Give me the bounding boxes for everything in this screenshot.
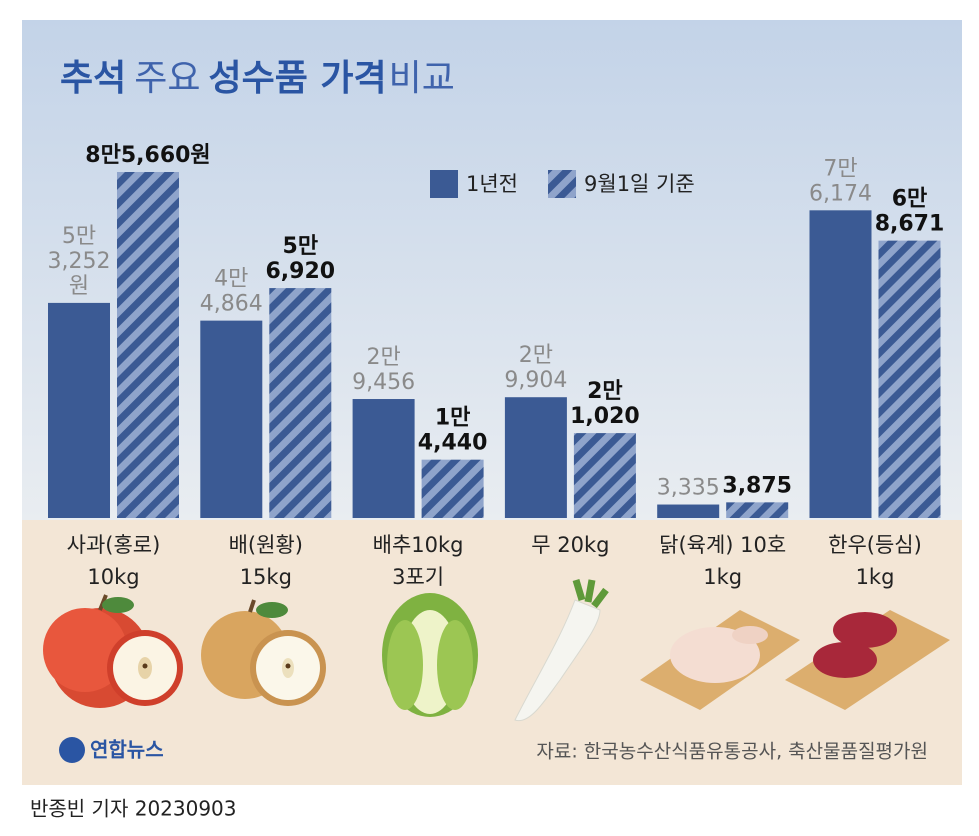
value-label-line: 1만: [435, 406, 471, 431]
x-tick-label-line: 한우(등심): [828, 533, 922, 557]
value-label: 1만 4,440: [418, 406, 488, 456]
value-label-line: 3,875: [722, 473, 792, 498]
value-label: 5만 6,920: [266, 234, 336, 284]
legend: 1년전 9월1일 기준: [430, 170, 695, 198]
beef-illustration: [785, 610, 950, 710]
value-label-line: 4,864: [200, 292, 263, 317]
x-tick-label-line: 닭(육계) 10호: [659, 533, 786, 557]
title-part: 추석: [60, 58, 126, 99]
x-tick-label-line: 사과(홍로): [67, 533, 161, 557]
x-tick-label: 배(원황) 15kg: [229, 533, 303, 589]
value-label-line: 원: [69, 274, 89, 299]
value-label: 2만 1,020: [570, 379, 640, 429]
title-part: 성수품 가격: [209, 58, 387, 99]
x-tick-label-line: 10kg: [87, 565, 139, 589]
chart-title: 추석 주요 성수품 가격비교: [60, 58, 455, 99]
legend-label: 1년전: [466, 172, 518, 196]
logo-text: 연합뉴스: [90, 738, 164, 762]
x-tick-label-line: 15kg: [240, 565, 292, 589]
value-label-line: 5만: [62, 224, 96, 249]
x-tick-label-line: 배(원황): [229, 533, 303, 557]
value-label: 7만 6,174: [809, 156, 872, 206]
bar: [200, 320, 263, 518]
value-label: 4만 4,864: [200, 267, 263, 317]
bar: [726, 502, 789, 518]
bar: [809, 210, 872, 518]
value-label: 2만 9,456: [352, 345, 415, 395]
x-tick-label: 닭(육계) 10호 1kg: [659, 533, 786, 589]
x-tick-label-line: 배추10kg: [373, 533, 464, 557]
byline: 반종빈 기자 20230903: [30, 797, 237, 821]
bar: [117, 172, 179, 518]
value-label-line: 3,335: [657, 476, 720, 501]
bar: [421, 459, 484, 518]
value-label-line: 2만: [519, 343, 553, 368]
value-label: 8만5,660원: [85, 143, 210, 168]
x-tick-label: 사과(홍로) 10kg: [67, 533, 161, 589]
value-label-line: 5만: [283, 234, 319, 259]
value-label-line: 3,252: [48, 249, 111, 274]
legend-label: 9월1일 기준: [584, 172, 695, 196]
cabbage-illustration: [382, 593, 478, 717]
value-label-line: 2만: [366, 345, 400, 370]
x-tick-label: 무 20kg: [531, 533, 609, 557]
value-label-line: 8만5,660원: [85, 143, 210, 168]
value-label-line: 7만: [823, 156, 857, 181]
title-part: 비교: [389, 58, 455, 99]
value-label-line: 9,456: [352, 370, 415, 395]
x-tick-label-line: 1kg: [703, 565, 742, 589]
bar: [352, 399, 415, 518]
value-label-line: 6만: [892, 187, 928, 212]
bar: [657, 504, 720, 518]
chicken-illustration: [640, 610, 800, 710]
value-label: 3,875: [722, 473, 792, 498]
bar: [878, 240, 941, 519]
legend-swatch: [430, 170, 458, 198]
value-label-line: 9,904: [504, 368, 567, 393]
x-tick-label-line: 무 20kg: [531, 533, 609, 557]
x-tick-label: 한우(등심) 1kg: [828, 533, 922, 589]
value-label: 2만 9,904: [504, 343, 567, 393]
legend-swatch: [548, 170, 577, 198]
bar: [269, 288, 332, 518]
x-tick-label-line: 1kg: [856, 565, 895, 589]
source: 자료: 한국농수산식품유통공사, 축산물품질평가원: [536, 741, 928, 763]
x-tick-label: 배추10kg 3포기: [373, 533, 464, 589]
value-label: 3,335: [657, 476, 720, 501]
value-label-line: 1,020: [570, 404, 640, 429]
value-label-line: 4만: [214, 267, 248, 292]
pear-illustration: [201, 599, 326, 706]
bar: [504, 397, 567, 518]
title-part: 주요: [134, 58, 200, 99]
bar: [48, 302, 110, 518]
bar: [573, 433, 636, 518]
x-tick-label-line: 3포기: [392, 565, 444, 589]
value-label-line: 6,920: [266, 259, 336, 284]
radish-illustration: [514, 578, 609, 722]
value-label: 5만 3,252 원: [48, 224, 111, 299]
value-label-line: 6,174: [809, 181, 872, 206]
value-label-line: 4,440: [418, 431, 488, 456]
value-label: 6만 8,671: [875, 187, 945, 237]
value-label-line: 2만: [587, 379, 623, 404]
apple-illustration: [43, 594, 183, 708]
value-label-line: 8,671: [875, 212, 945, 237]
logo: 연합뉴스: [59, 737, 164, 763]
